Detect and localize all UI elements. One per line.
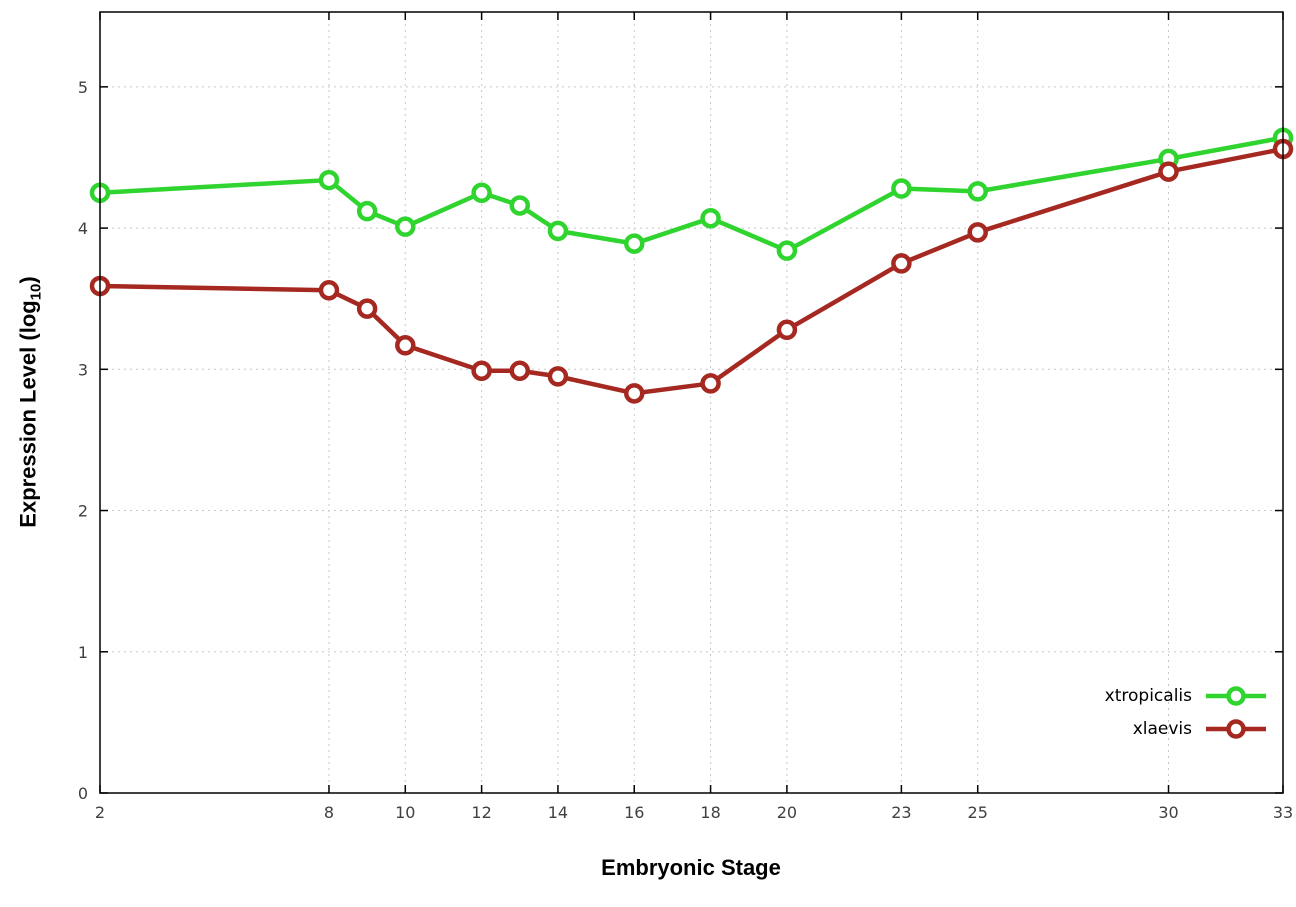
y-tick-label: 4 [78,219,88,238]
x-tick-label: 23 [891,803,911,822]
data-point-xlaevis [356,298,378,319]
data-point-xlaevis [891,253,912,274]
x-tick-label: 8 [324,803,334,822]
x-axis-label: Embryonic Stage [601,855,781,880]
data-point-xtropicalis [624,233,645,254]
y-tick-label: 0 [78,784,88,803]
y-tick-label: 3 [78,360,88,379]
y-axis-label-sub: 10 [27,283,45,301]
y-tick-label: 1 [78,643,88,662]
data-point-xlaevis [776,319,798,341]
legend-label-xtropicalis: xtropicalis [1104,686,1192,706]
y-axis-label: Expression Level (log10) [15,276,44,527]
series-line-xtropicalis [97,135,1286,253]
data-point-xtropicalis [318,169,340,191]
legend-row-xlaevis: xlaevis [1105,718,1268,740]
legend-row-xtropicalis: xtropicalis [1105,685,1268,707]
legend: xtropicalis xlaevis [1105,685,1268,740]
data-point-xtropicalis [547,220,569,242]
data-point-xlaevis [318,279,340,301]
data-point-xlaevis [395,335,416,356]
data-point-xlaevis [700,373,721,394]
data-point-xlaevis [1158,161,1179,182]
y-tick-label: 2 [78,502,88,521]
data-point-xlaevis [471,360,492,381]
legend-sample-xtropicalis-icon [1206,686,1266,706]
x-tick-label: 33 [1273,803,1293,822]
x-tick-label: 10 [395,803,415,822]
plot-border [99,11,1284,794]
x-tick-label: 14 [548,803,568,822]
data-point-xlaevis [967,222,988,243]
data-point-xtropicalis [509,195,531,216]
y-axis-label-post: ) [15,276,41,284]
x-tick-label: 16 [624,803,644,822]
data-point-xlaevis [624,383,645,404]
data-point-xtropicalis [471,182,492,204]
x-tick-label: 20 [777,803,797,822]
legend-label-xlaevis: xlaevis [1132,719,1192,739]
data-point-xlaevis [547,366,569,387]
legend-sample-xlaevis-icon [1206,719,1266,739]
y-tick-label: 5 [78,78,88,97]
x-tick-label: 18 [700,803,720,822]
x-tick-label: 30 [1158,803,1178,822]
data-point-xtropicalis [356,200,378,222]
y-axis-label-pre: Expression Level (log [15,300,41,528]
data-point-xtropicalis [776,240,798,261]
data-point-xtropicalis [700,207,721,229]
series-line-xlaevis [97,146,1286,396]
data-point-xlaevis [509,360,531,381]
x-tick-label: 25 [968,803,988,822]
x-tick-label: 12 [471,803,491,822]
data-point-xtropicalis [967,181,988,202]
data-point-xtropicalis [395,216,416,237]
x-tick-label: 2 [95,803,105,822]
data-point-xtropicalis [891,178,912,199]
